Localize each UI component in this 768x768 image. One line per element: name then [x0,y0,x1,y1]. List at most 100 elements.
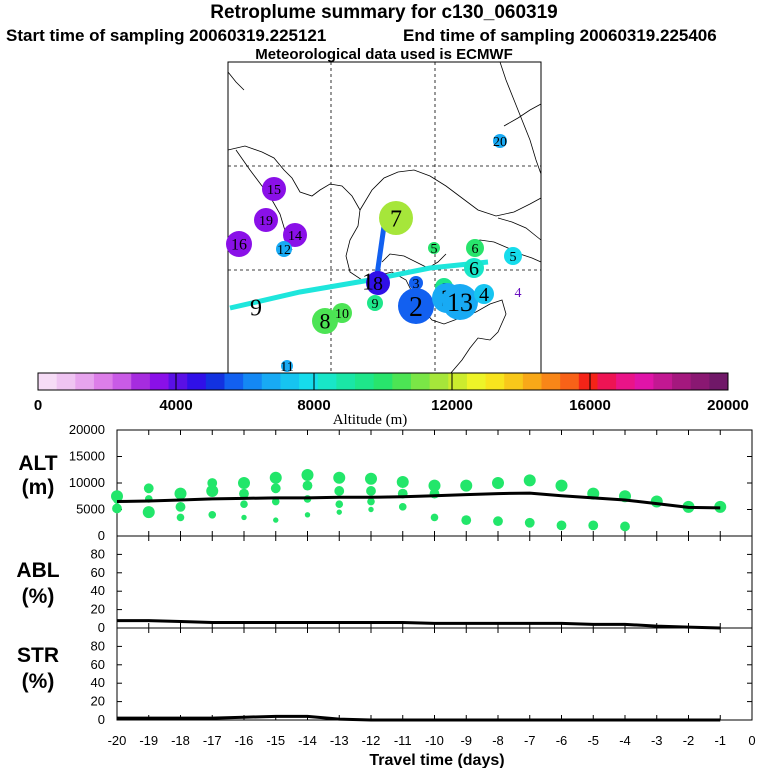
colorbar: 0 4000 8000 12000 16000 20000 Altitude (m) [34,372,749,428]
altitude-cluster [207,478,218,488]
map-marker [379,201,413,235]
altitude-cluster [269,471,282,484]
map-marker [367,295,383,311]
altitude-cluster [461,515,472,525]
altitude-cluster [493,516,503,527]
y-tick-label: 5000 [76,502,105,517]
x-tick-label: -12 [362,733,381,748]
x-tick-label: -18 [171,733,190,748]
altitude-cluster [555,479,568,492]
x-tick-label: -10 [425,733,444,748]
map-marker [312,308,338,334]
coastlines [227,61,542,375]
map-marker-label: 2 [409,292,423,323]
x-tick-label: 0 [748,733,755,748]
altitude-cluster [174,487,187,500]
colorbar-cell [261,373,281,390]
map-marker [281,360,293,372]
y-tick-label: 0 [98,620,105,635]
map-marker [464,258,484,278]
map-marker-label: 6 [472,242,479,257]
y-tick-label: 20000 [69,422,105,437]
altitude-cluster [368,506,374,513]
map-marker-label: 1 [362,269,374,295]
map-marker-label: 9 [250,295,262,321]
x-tick-label: -17 [203,733,222,748]
panel-frame [116,535,753,629]
colorbar-cell [448,373,468,390]
altitude-cluster [523,474,536,487]
map-marker-label: 3 [413,277,420,292]
colorbar-tick-label: 20000 [707,397,749,414]
colorbar-cell [634,373,654,390]
x-tick-labels: -20 -19 -18 -17 -16 -15 -14 -13 -12 -11 -10 -9 -8 -7-… [108,733,756,748]
colorbar-cell [373,373,393,390]
altitude-cluster [175,501,186,512]
map-marker-label: 8 [373,273,383,295]
panel-yunit: (%) [22,670,55,693]
colorbar-cell [205,373,225,390]
map-marker-label: 14 [288,229,302,244]
altitude-cluster [335,500,344,509]
x-tick-label: -14 [298,733,317,748]
colorbar-cell [485,373,505,390]
altitude-cluster [273,517,279,523]
panel-frame [116,627,753,721]
altitude-cluster [112,503,122,514]
x-tick-label: -4 [619,733,631,748]
colorbar-tick-label: 4000 [159,397,192,414]
map-marker [398,288,434,324]
colorbar-cell [410,373,431,390]
altitude-cluster [430,513,439,522]
colorbar-cell [299,373,319,390]
colorbar-cell [131,373,151,390]
colorbar-cell [93,373,114,390]
altitude-cluster [367,497,375,506]
map-marker-label: 9 [372,297,379,312]
colorbar-cell [392,373,412,390]
colorbar-cell [672,373,692,390]
map-marker [428,242,440,254]
y-tick-label: 0 [98,712,105,727]
map-marker-label: 7 [390,206,402,232]
colorbar-cell [168,373,188,390]
map-marker [254,208,278,232]
colorbar-cell [522,373,543,390]
map-marker-label: 6 [469,258,479,280]
map-panel: 2015191416127566581369231344810911 [226,61,542,375]
colorbar-cell [187,373,207,390]
altitude-cluster [460,479,473,492]
altitude-cluster [365,472,377,485]
y-tick-label: 80 [91,546,105,561]
map-marker [276,241,292,257]
altitude-cluster [588,520,599,531]
colorbar-cell [653,373,673,390]
map-marker-label: 11 [280,360,293,375]
colorbar-tick-label: 8000 [297,397,330,414]
altitude-cluster [271,497,280,506]
colorbar-cell [243,373,263,390]
map-marker-label: 12 [277,243,291,258]
colorbar-tick-label: 16000 [569,397,611,414]
y-tick-label: 0 [98,528,105,543]
altitude-cluster [620,521,630,532]
y-tick-label: 10000 [69,475,105,490]
colorbar-cell [578,373,598,390]
x-tick-label: -15 [266,733,285,748]
map-marker-label: 20 [493,135,507,150]
map-marker-label: 16 [231,237,247,254]
map-marker [474,284,494,304]
chart-title: Retroplume summary for c130_060319 [210,2,558,23]
map-marker [332,303,352,323]
colorbar-cell [317,373,337,390]
map-marker-label: 5 [510,250,517,265]
altitude-cluster [270,483,281,494]
x-tick-label: -16 [235,733,254,748]
colorbar-cell [38,373,58,390]
x-tick-label: -13 [330,733,349,748]
map-markers: 2015191416127566581369231344810911 [226,134,522,375]
map-marker [262,177,286,201]
colorbar-cell [429,373,449,390]
y-tick-label: 20 [91,602,105,617]
